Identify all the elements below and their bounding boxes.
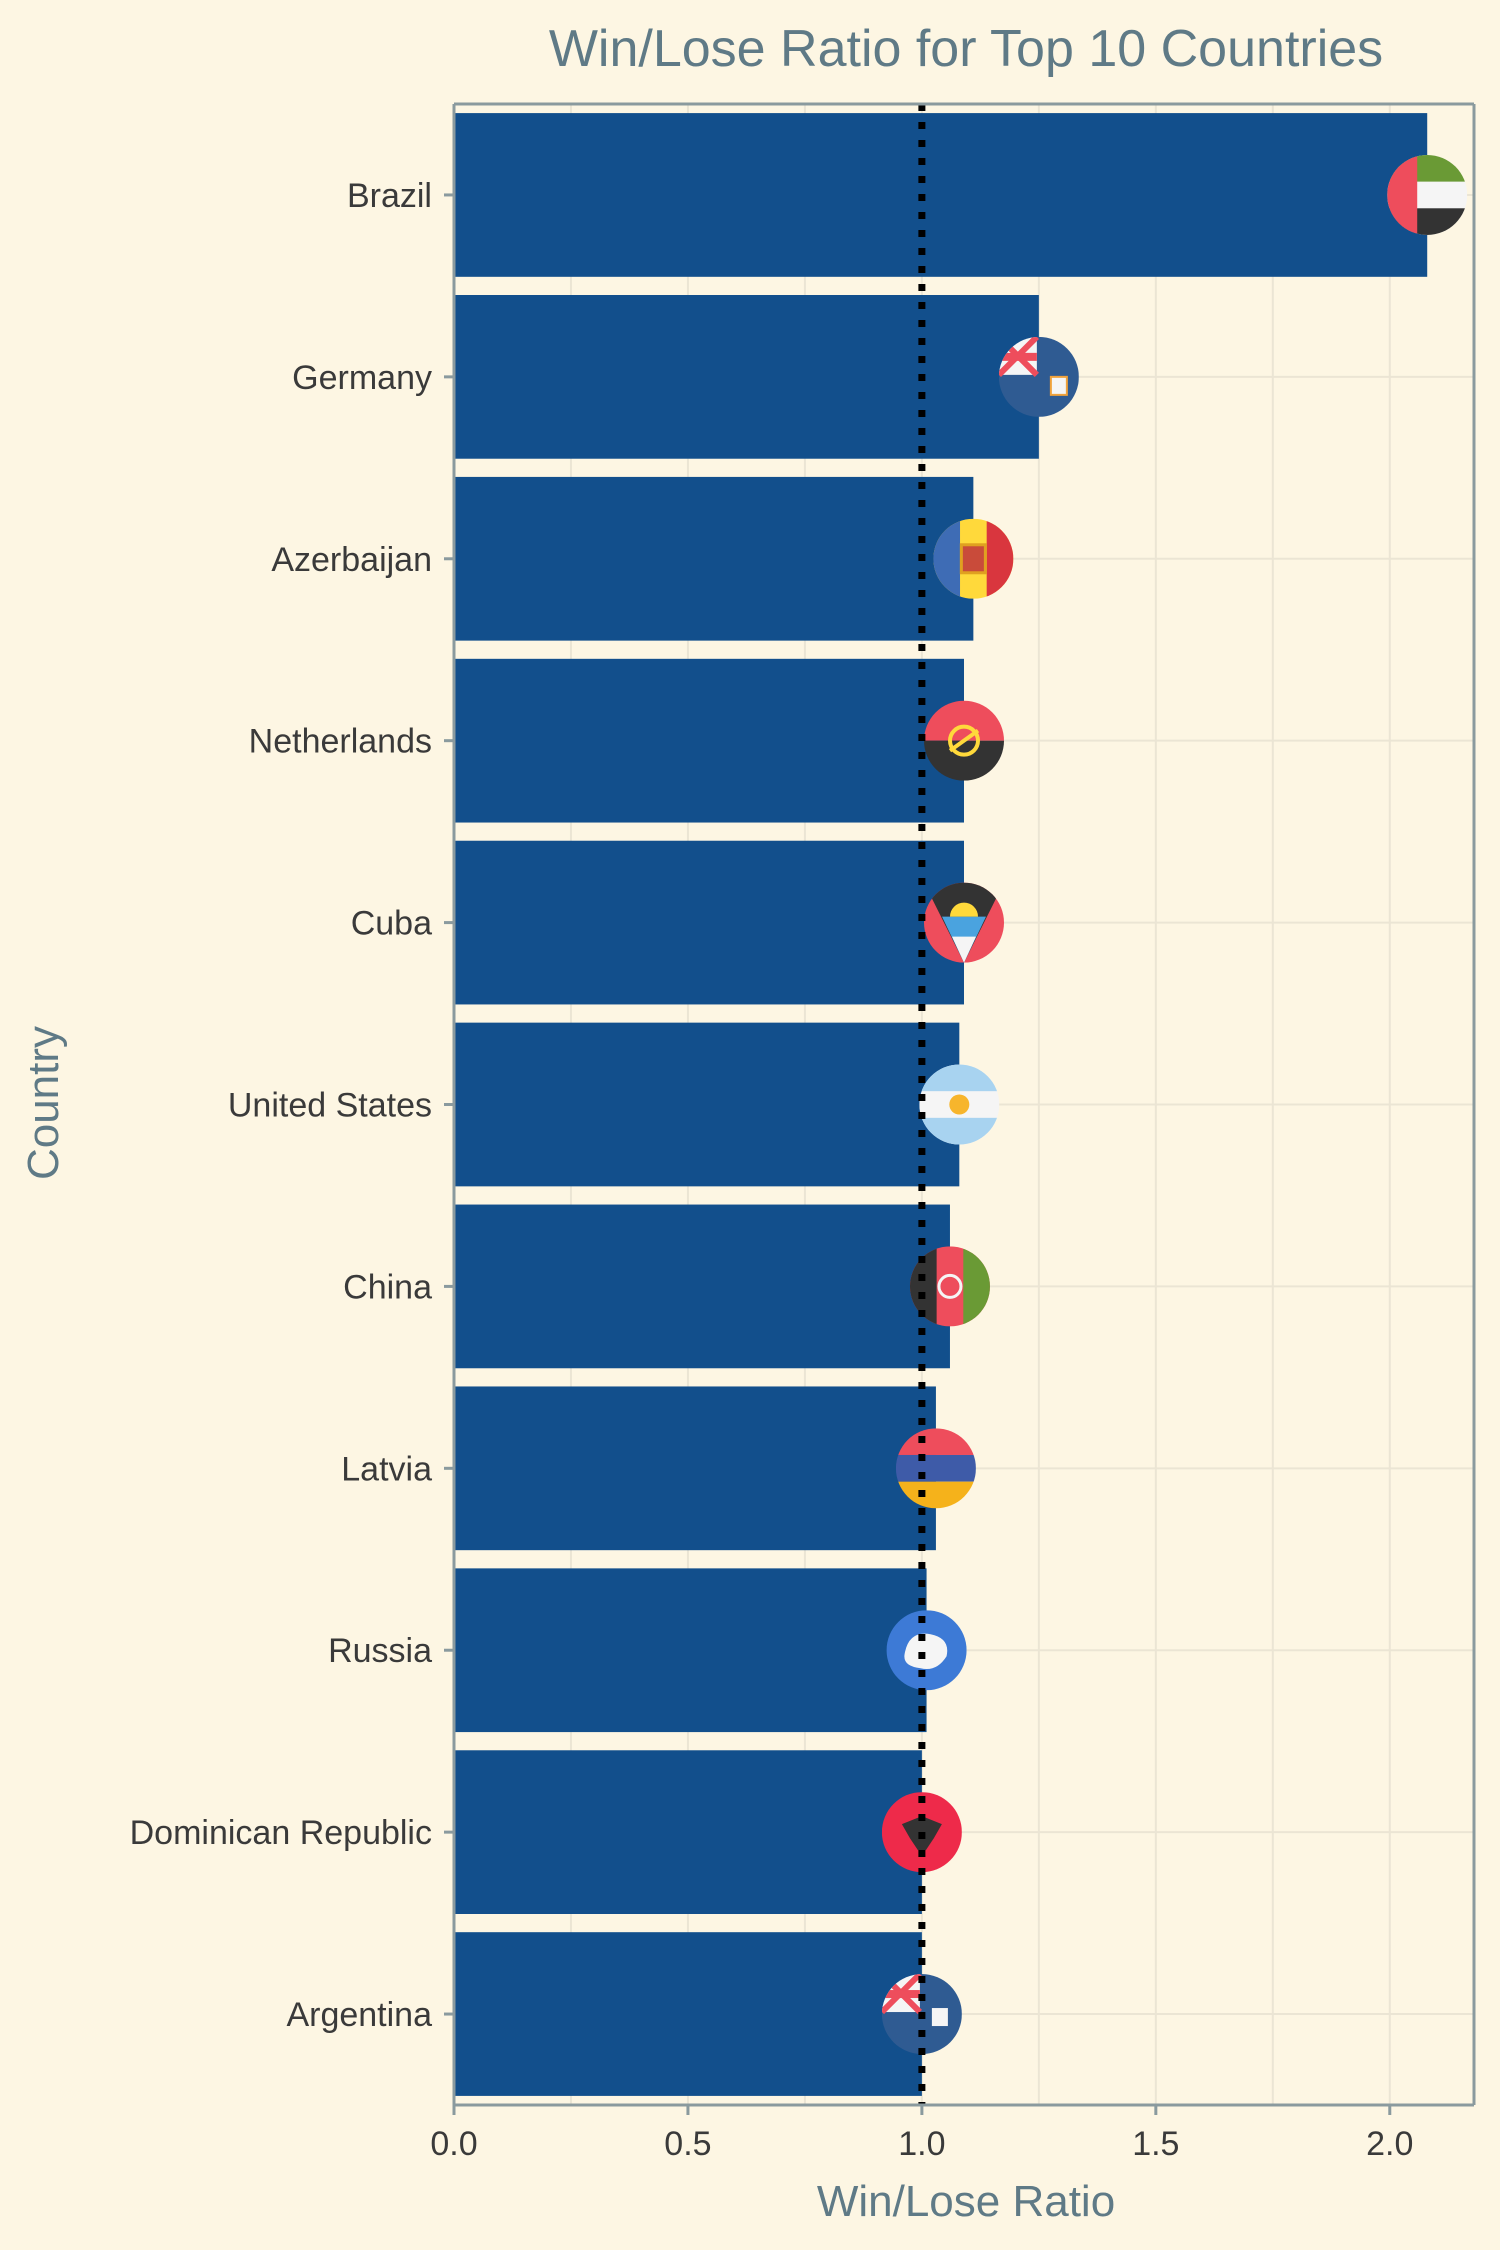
y-axis-title: Country (19, 1026, 68, 1180)
bar (454, 840, 964, 1005)
y-tick-label: Dominican Republic (130, 1814, 432, 1852)
flag-anguilla-icon (998, 336, 1079, 417)
y-tick-labels: Brazil Germany Azerbaijan Netherlands Cuba Un… (130, 177, 454, 2034)
chart-title: Win/Lose Ratio for Top 10 Countries (549, 20, 1383, 78)
flag-antigua-icon (924, 882, 1004, 963)
x-tick-labels: 0.0 0.5 1.0 1.5 2.0 (430, 2105, 1413, 2163)
x-tick-label: 0.0 (430, 2125, 477, 2163)
x-axis-title: Win/Lose Ratio (817, 2177, 1115, 2226)
bar (454, 1932, 922, 2096)
x-tick-label: 0.5 (664, 2125, 711, 2163)
flag-argentina-icon (919, 1064, 1000, 1145)
bar (454, 476, 974, 641)
y-tick-label: Cuba (351, 905, 432, 943)
flag-armenia-icon (895, 1428, 976, 1509)
y-tick-label: China (343, 1268, 432, 1306)
y-tick-label: Azerbaijan (271, 541, 432, 579)
bar (454, 1204, 950, 1369)
bar (454, 1386, 936, 1551)
bar (454, 295, 1039, 459)
y-tick-label: Russia (328, 1632, 432, 1670)
bar (454, 113, 1428, 277)
y-tick-label: United States (228, 1087, 432, 1125)
y-tick-label: Netherlands (249, 723, 432, 761)
y-tick-label: Latvia (341, 1450, 432, 1488)
y-tick-label: Germany (292, 359, 432, 397)
flag-antarctica-icon (886, 1610, 967, 1691)
x-tick-label: 1.0 (898, 2125, 945, 2163)
bar (454, 1750, 922, 1914)
y-tick-label: Brazil (347, 177, 432, 215)
x-tick-label: 2.0 (1366, 2125, 1413, 2163)
flag-andorra-icon (933, 518, 1014, 599)
bars-group (454, 113, 1428, 2096)
flag-uae-icon (1387, 154, 1468, 235)
x-tick-label: 1.5 (1132, 2125, 1179, 2163)
bar (454, 1022, 960, 1187)
bar (454, 1568, 927, 1733)
y-tick-label: Argentina (286, 1996, 432, 2034)
bar (454, 658, 964, 823)
flag-angola-icon (924, 700, 1004, 781)
